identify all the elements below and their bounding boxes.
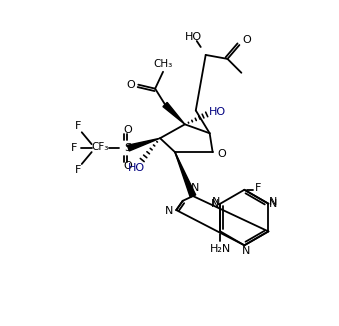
Text: HO: HO: [185, 32, 202, 42]
Text: S: S: [124, 143, 131, 153]
Text: CH₃: CH₃: [154, 59, 173, 69]
Text: N: N: [212, 197, 221, 207]
Text: O: O: [123, 161, 132, 171]
Text: O: O: [217, 149, 226, 159]
Text: F: F: [255, 183, 261, 193]
Text: N: N: [165, 206, 174, 216]
Text: HO: HO: [209, 108, 226, 117]
Text: N: N: [191, 183, 199, 193]
Text: O: O: [242, 35, 251, 45]
Text: HO: HO: [128, 163, 145, 173]
Polygon shape: [163, 102, 185, 124]
Text: N: N: [211, 199, 220, 209]
Text: O: O: [126, 80, 135, 90]
Text: H₂N: H₂N: [210, 244, 231, 254]
Polygon shape: [175, 152, 196, 197]
Text: O: O: [123, 125, 132, 135]
Text: N: N: [269, 197, 278, 207]
Text: F: F: [75, 121, 81, 131]
Text: F: F: [71, 143, 77, 153]
Text: CF₃: CF₃: [91, 142, 108, 152]
Polygon shape: [127, 138, 160, 151]
Text: F: F: [75, 165, 81, 175]
Text: N: N: [242, 246, 251, 256]
Text: N: N: [269, 199, 278, 209]
